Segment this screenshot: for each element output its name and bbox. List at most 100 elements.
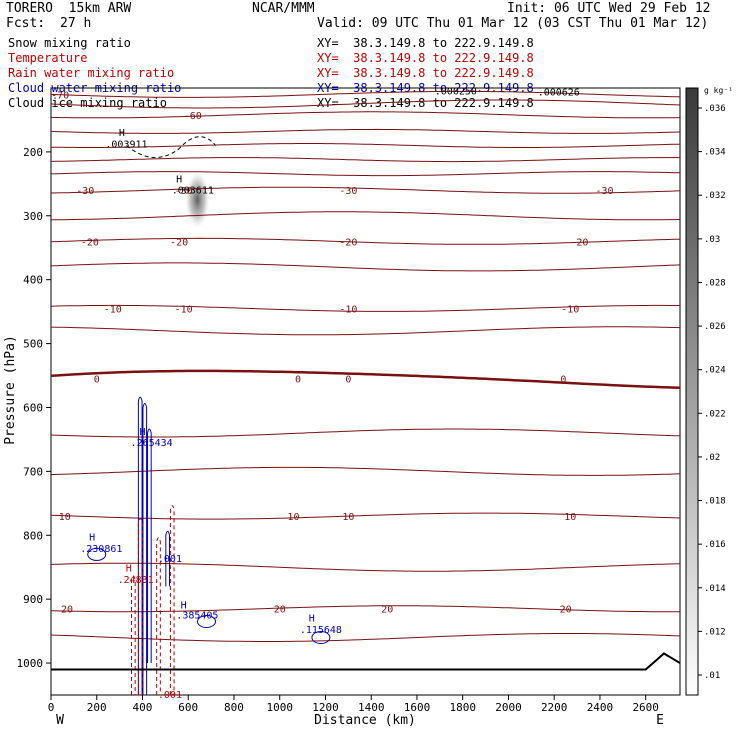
forecast-hours: 27 h — [60, 16, 92, 31]
mixing-ratio-contour — [142, 402, 148, 695]
isotherm-label: 0 — [345, 375, 351, 386]
maximum-label: .000626 — [538, 88, 580, 99]
mixing-ratio-contour — [169, 505, 175, 695]
isotherm-label: 20 — [61, 605, 73, 616]
isotherm-line — [50, 466, 681, 476]
terrain-line — [51, 652, 681, 671]
isotherm-line — [50, 186, 681, 194]
y-tick-label: 600 — [23, 401, 43, 414]
isotherm-line — [50, 262, 681, 272]
isotherm-label: -30 — [175, 186, 193, 197]
isotherm-label: 10 — [59, 512, 71, 523]
isotherm-label: -20 — [570, 237, 588, 248]
colorbar-gradient — [685, 87, 699, 696]
isotherm-label: 10 — [287, 512, 299, 523]
isotherm-label: -30 — [76, 186, 94, 197]
isotherm-label: -20 — [170, 237, 188, 248]
valid-time: Valid: 09 UTC Thu 01 Mar 12 (03 CST Thu … — [317, 16, 709, 31]
mixing-ratio-contours — [87, 136, 331, 695]
colorbar-tick-label: .03 — [704, 235, 720, 245]
colorbar-tick-label: .012 — [704, 627, 726, 637]
snow-contour — [126, 136, 217, 158]
mixing-ratio-contour — [131, 575, 136, 695]
maximum-label: H — [181, 601, 187, 612]
y-axis: 200 300 400 500 600 700 800 900 1000 — [17, 146, 51, 670]
colorbar-unit: g kg⁻¹ — [704, 86, 733, 95]
mixing-ratio-contour — [147, 428, 152, 664]
isotherm-line — [50, 369, 681, 389]
colorbar-tick-label: .036 — [704, 104, 726, 114]
x-tick-label: 800 — [224, 701, 244, 714]
isotherm-line — [50, 111, 681, 119]
isotherm-line — [50, 512, 681, 520]
x-tick-label: 200 — [87, 701, 107, 714]
y-tick-label: 800 — [23, 529, 43, 542]
field-temperature: Temperature — [8, 51, 88, 65]
maximum-label: H — [119, 128, 125, 139]
isotherm-label: -70 — [51, 90, 69, 101]
maximum-label: .230861 — [80, 544, 122, 555]
colorbar-tick-label: .028 — [704, 278, 726, 288]
forecast-label: Fcst: — [6, 16, 46, 31]
isotherm-label: -10 — [561, 304, 579, 315]
colorbar-tick-label: .016 — [704, 540, 726, 550]
isotherm-label: -60 — [184, 111, 202, 122]
isotherm-label: -30 — [339, 186, 357, 197]
field-rain: Rain water mixing ratio — [8, 66, 175, 80]
x-axis-west: W — [56, 713, 64, 728]
isotherm-line — [50, 562, 681, 572]
field-snow: Snow mixing ratio — [8, 36, 131, 50]
isotherm-line — [50, 211, 681, 221]
isotherm-line — [50, 605, 680, 613]
field-temperature-xy: XY= 38.3.149.8 to 222.9.149.8 — [317, 51, 534, 65]
x-tick-label: 1800 — [449, 701, 476, 714]
isotherm-label: 0 — [560, 375, 566, 386]
isotherm-line — [50, 128, 681, 134]
mixing-ratio-contour — [165, 530, 170, 587]
isotherm-label: 20 — [381, 605, 393, 616]
isotherm-line — [50, 143, 681, 148]
x-axis: 0 200 400 600 800 1000 1200 1400 1600 1800 2000 220… — [48, 695, 659, 714]
maximum-label: .001 — [158, 690, 182, 701]
terrain-surface — [51, 652, 681, 671]
colorbar-tick-label: .01 — [704, 671, 720, 681]
isotherm-label: -10 — [104, 304, 122, 315]
isotherm-line — [50, 304, 680, 312]
model-title: TORERO 15km ARW — [6, 1, 132, 16]
isotherm-label: 20 — [274, 605, 286, 616]
isotherm-label: -10 — [175, 304, 193, 315]
y-tick-label: 700 — [23, 465, 43, 478]
colorbar-tick-label: .032 — [704, 191, 726, 201]
isotherm-label: 10 — [564, 512, 576, 523]
maximum-label: H — [139, 427, 145, 438]
y-tick-label: 200 — [23, 146, 43, 159]
field-snow-xy: XY= 38.3.149.8 to 222.9.149.8 — [317, 36, 534, 50]
maxima-labels: H.003911H.003611H.265434H.230861H.24831.… — [80, 86, 580, 701]
maximum-label: H — [89, 532, 95, 543]
isotherm-line — [50, 428, 681, 438]
x-tick-label: 1000 — [266, 701, 293, 714]
colorbar-tick-label: .02 — [704, 453, 720, 463]
mixing-ratio-contour — [137, 517, 143, 695]
maximum-label: .24831 — [118, 575, 154, 586]
mixing-ratio-contour — [156, 537, 161, 695]
colorbar-tick-label: .022 — [704, 409, 726, 419]
x-axis-label: Distance (km) — [314, 713, 416, 728]
x-tick-label: 400 — [133, 701, 153, 714]
y-tick-label: 300 — [23, 210, 43, 223]
cloud-ice-shading — [185, 171, 210, 228]
cloud-water-contour — [197, 615, 217, 629]
colorbar-tick-label: .034 — [704, 148, 726, 158]
cloud-water-contour — [311, 630, 331, 644]
maximum-label: H — [309, 614, 315, 625]
isotherm-label: -10 — [339, 304, 357, 315]
isotherm-line — [50, 99, 681, 109]
maximum-label: .003911 — [105, 139, 147, 150]
isotherm-line — [50, 157, 680, 163]
x-tick-label: 1400 — [358, 701, 385, 714]
cloud-water-contour — [87, 547, 107, 561]
center-title: NCAR/MMM — [252, 1, 315, 16]
colorbar-tick-label: .024 — [704, 366, 726, 376]
maximum-label: .001 — [158, 554, 182, 565]
